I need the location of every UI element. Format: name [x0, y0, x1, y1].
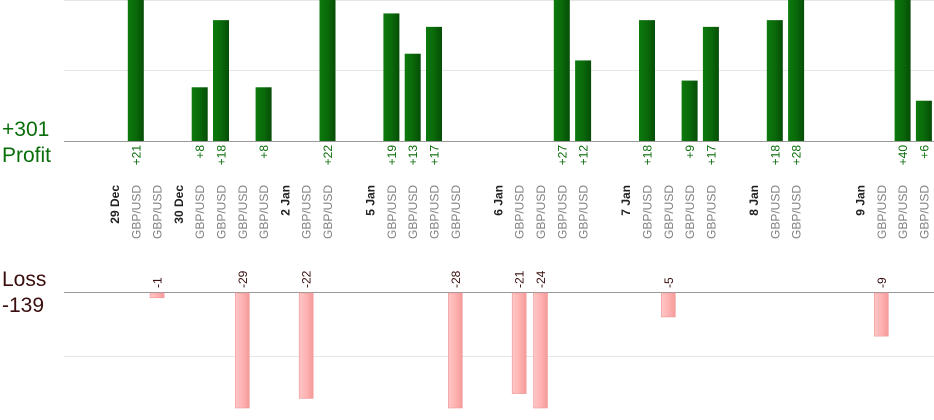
profit-value-label: +18	[215, 145, 229, 166]
profit-value-label: +28	[790, 145, 804, 166]
pair-label: GBP/USD	[768, 185, 782, 239]
profit-value-label: +12	[577, 145, 591, 166]
profit-bar	[575, 60, 592, 141]
loss-value-label: -28	[449, 270, 463, 288]
date-label: 5 Jan	[364, 185, 378, 216]
pair-label: GBP/USD	[641, 185, 655, 239]
profit-value-label: +19	[385, 145, 399, 166]
pair-label: GBP/USD	[236, 185, 250, 239]
loss-value-label: -29	[236, 270, 250, 288]
profit-bar	[404, 53, 421, 141]
pair-label: GBP/USD	[683, 185, 697, 239]
pair-label: GBP/USD	[790, 185, 804, 239]
date-label: 2 Jan	[278, 185, 292, 216]
profit-value-label: +17	[428, 145, 442, 166]
loss-total: -139	[2, 294, 45, 317]
loss-label: Loss	[2, 268, 47, 291]
loss-bar	[149, 292, 165, 299]
date-label: 8 Jan	[747, 185, 761, 216]
profit-value-label: +40	[896, 145, 910, 166]
loss-value-label: -22	[300, 270, 314, 288]
profit-bar	[426, 26, 442, 141]
pair-label: GBP/USD	[193, 185, 207, 239]
loss-bar	[511, 292, 527, 394]
profit-value-label: +13	[406, 145, 420, 166]
profit-value-label: +6	[917, 145, 931, 159]
profit-bar	[788, 0, 805, 141]
date-label: 30 Dec	[172, 185, 186, 224]
profit-bar	[894, 0, 911, 141]
profit-bar	[319, 0, 336, 141]
loss-bar	[235, 292, 250, 409]
loss-value-label: -5	[662, 277, 676, 288]
value-labels: +21 -1 +8 +18 -29 +8 -22 +22 +19 +13 +17 -28 -21 -24 +…	[129, 145, 931, 288]
profit-value-label: +27	[555, 145, 569, 166]
profit-value-label: +8	[257, 145, 271, 159]
date-label: 9 Jan	[854, 185, 868, 216]
pair-label: GBP/USD	[449, 185, 463, 239]
pair-label: GBP/USD	[385, 185, 399, 239]
pair-label: GBP/USD	[555, 185, 569, 239]
profit-bar	[639, 20, 655, 142]
loss-bar	[873, 292, 889, 337]
profit-value-label: +22	[321, 145, 335, 166]
category-labels: GBP/USD GBP/USD GBP/USD GBP/USD GBP/USD GBP/U…	[108, 185, 931, 239]
profit-value-label: +18	[768, 145, 782, 166]
pair-label: GBP/USD	[704, 185, 718, 239]
pair-label: GBP/USD	[662, 185, 676, 239]
profit-bar	[383, 13, 400, 141]
profit-value-label: +8	[193, 145, 207, 159]
loss-bar	[447, 292, 463, 409]
loss-value-label: -9	[875, 277, 889, 288]
pair-label: GBP/USD	[300, 185, 314, 239]
date-label: 29 Dec	[108, 185, 122, 224]
pair-label: GBP/USD	[534, 185, 548, 239]
date-label: 7 Jan	[619, 185, 633, 216]
profit-bars	[127, 0, 932, 142]
profit-bar	[191, 87, 208, 141]
profit-bar	[766, 20, 783, 142]
loss-value-label: -1	[151, 277, 165, 288]
loss-value-label: -21	[513, 270, 527, 288]
pair-label: GBP/USD	[129, 185, 143, 239]
loss-bar	[533, 292, 548, 409]
pair-label: GBP/USD	[406, 185, 420, 239]
profit-bar	[681, 80, 698, 141]
profit-value-label: +17	[704, 145, 718, 166]
loss-value-label: -24	[534, 270, 548, 288]
profit-bar	[553, 0, 570, 141]
profit-label: Profit	[2, 144, 52, 167]
profit-bar	[213, 20, 229, 142]
profit-value-label: +21	[129, 145, 143, 166]
profit-bar	[127, 0, 144, 141]
pair-label: GBP/USD	[257, 185, 271, 239]
pair-label: GBP/USD	[321, 185, 335, 239]
loss-bar	[660, 292, 676, 318]
profit-bar	[702, 26, 719, 141]
pair-label: GBP/USD	[896, 185, 910, 239]
profit-total: +301	[2, 118, 50, 141]
pair-label: GBP/USD	[215, 185, 229, 239]
pair-label: GBP/USD	[577, 185, 591, 239]
pair-label: GBP/USD	[917, 185, 931, 239]
profit-value-label: +9	[683, 145, 697, 159]
date-label: 6 Jan	[491, 185, 505, 216]
loss-bars	[149, 292, 889, 409]
loss-bar	[298, 292, 314, 399]
pair-label: GBP/USD	[428, 185, 442, 239]
profit-bar	[255, 87, 272, 141]
profit-value-label: +18	[641, 145, 655, 166]
pair-label: GBP/USD	[513, 185, 527, 239]
pair-label: GBP/USD	[151, 185, 165, 239]
profit-bar	[915, 100, 932, 141]
pair-label: GBP/USD	[875, 185, 889, 239]
